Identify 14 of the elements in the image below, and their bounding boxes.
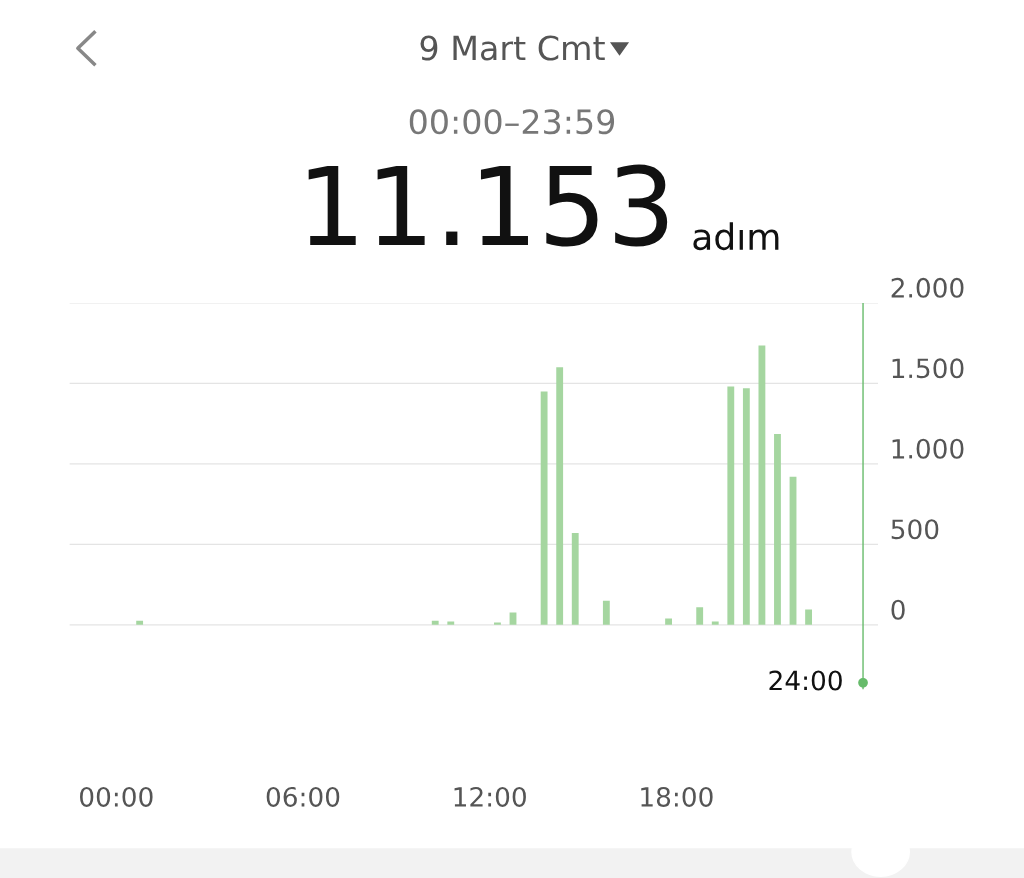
text: adım (693, 222, 779, 251)
y-tick-label: 2.000 (891, 277, 964, 298)
text: 11.153 (308, 164, 668, 247)
x-tick-label: 06:00 (266, 786, 340, 807)
x-tick-label: 18:00 (641, 786, 713, 807)
y-tick-label: 0 (891, 599, 905, 620)
chart-subtitle: 00:00–23:59 (409, 109, 615, 135)
x-tick-label: 12:00 (454, 786, 526, 807)
chart-title: 9 Mart Cmt (420, 35, 605, 61)
y-tick-label: 500 (891, 519, 939, 540)
y-tick-label: 1.500 (892, 358, 964, 379)
ref-line-label: 24:00 (769, 670, 842, 691)
x-tick-label: 00:00 (80, 786, 153, 807)
y-tick-label: 1.000 (892, 438, 964, 459)
